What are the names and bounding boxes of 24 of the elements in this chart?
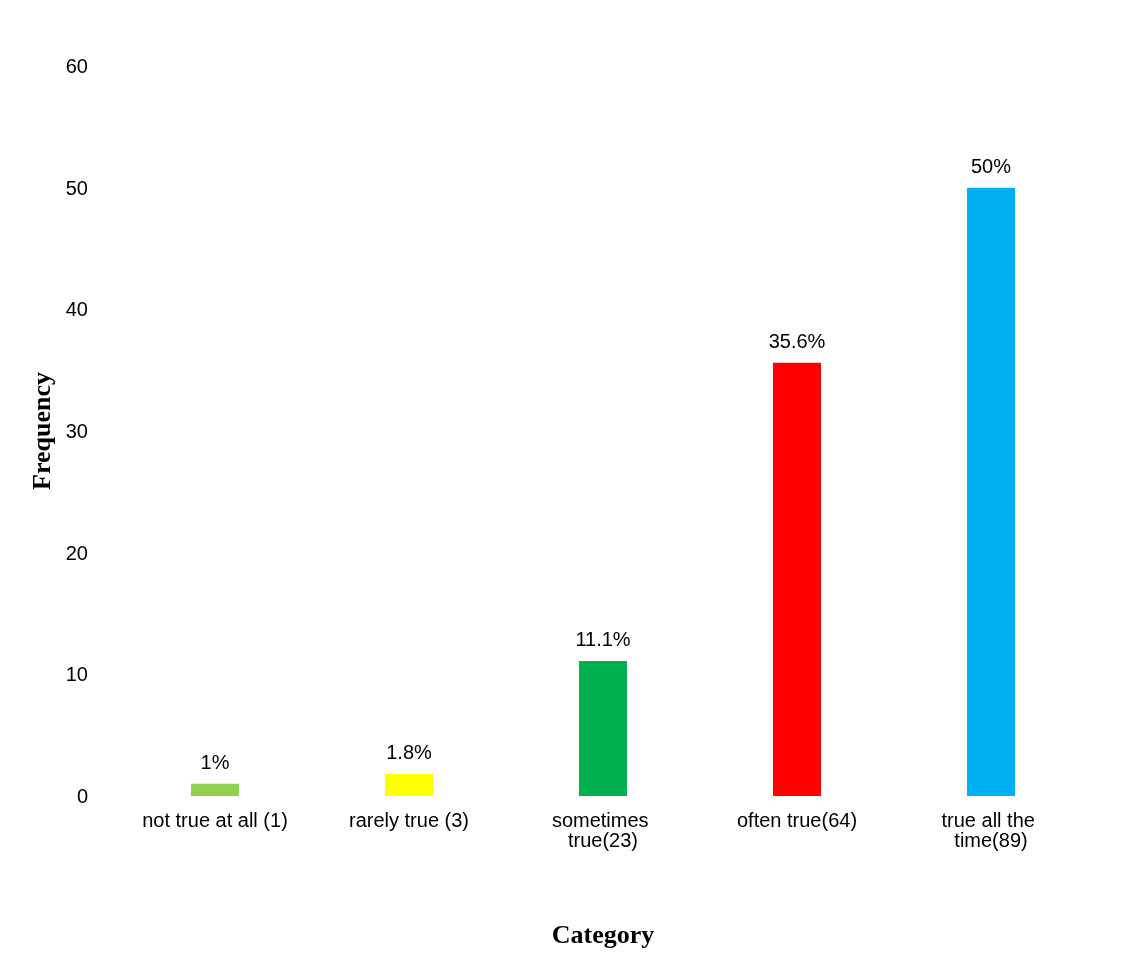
y-tick-label: 60	[65, 55, 88, 77]
y-tick-label: 50	[65, 176, 88, 199]
y-tick-label: 20	[65, 541, 88, 564]
data-label: 1%	[200, 750, 230, 773]
data-label: 11.1%	[575, 627, 631, 650]
data-label: 1.8%	[386, 741, 433, 764]
x-tick-label: true all the time(89)	[941, 809, 1041, 851]
bar	[191, 783, 239, 796]
x-tick-label: sometimes true(23)	[551, 809, 655, 851]
x-tick-label: not true at all (1)	[142, 809, 288, 831]
data-label: 50%	[970, 154, 1012, 177]
y-tick-label: 10	[65, 663, 88, 686]
x-axis-title: Category	[551, 919, 655, 949]
data-label: 35.6%	[768, 329, 826, 352]
y-tick-label: 0	[76, 785, 88, 807]
x-tick-label: often true(64)	[736, 809, 858, 831]
bar	[385, 774, 433, 796]
bar	[773, 362, 821, 796]
y-tick-label: 30	[65, 420, 88, 442]
y-axis-title: Frequency	[27, 372, 57, 490]
x-tick-label: rarely true (3)	[348, 809, 470, 831]
bar	[579, 660, 627, 796]
bar	[967, 187, 1015, 796]
y-tick-label: 40	[65, 298, 88, 321]
